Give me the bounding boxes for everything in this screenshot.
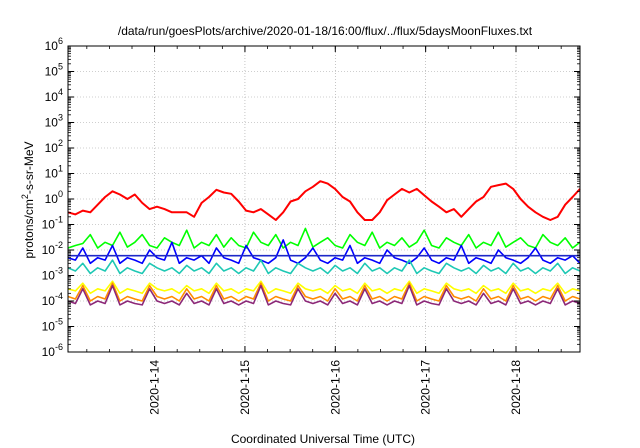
x-tick-label: 2020-1-15 xyxy=(238,360,252,415)
series-line-7 xyxy=(67,282,581,302)
series-line-8 xyxy=(67,284,581,306)
chart-title: /data/run/goesPlots/archive/2020-01-18/1… xyxy=(118,24,533,38)
y-tick-label: 100 xyxy=(45,189,63,206)
series-line-6 xyxy=(67,280,581,295)
x-tick-label: 2020-1-14 xyxy=(148,360,162,415)
y-tick-label: 101 xyxy=(45,164,63,181)
y-tick-label: 103 xyxy=(45,113,63,130)
y-tick-labels: 106 105 104 103 102 101 100 10-1 10-2 10-3 10-4 10-… xyxy=(42,36,63,359)
x-axis-label: Coordinated Universal Time (UTC) xyxy=(231,432,415,446)
y-tick-label: 10-6 xyxy=(42,342,63,359)
x-tick-label: 2020-1-17 xyxy=(419,360,433,415)
x-tick-label: 2020-1-16 xyxy=(328,360,342,415)
y-tick-label: 10-2 xyxy=(42,240,63,257)
y-tick-label: 10-5 xyxy=(42,317,63,334)
x-tick-labels: 2020-1-14 2020-1-15 2020-1-16 2020-1-17 2020… xyxy=(148,360,523,415)
y-tick-label: 105 xyxy=(45,62,63,79)
series-line-5 xyxy=(67,259,581,275)
y-tick-label: 10-3 xyxy=(42,266,63,283)
series-layer xyxy=(67,180,581,306)
y-tick-label: 10-4 xyxy=(42,291,63,308)
series-line-1 xyxy=(67,180,581,221)
y-tick-label: 102 xyxy=(45,138,63,155)
y-tick-label: 10-1 xyxy=(42,215,63,232)
x-tick-label: 2020-1-18 xyxy=(509,360,523,415)
plot-frame xyxy=(67,45,581,353)
y-tick-label: 106 xyxy=(45,36,63,53)
grid-lines xyxy=(68,45,580,353)
y-axis-label: protons/cm2-s-sr-MeV xyxy=(20,141,36,258)
y-tick-label: 104 xyxy=(45,87,63,104)
axes xyxy=(67,45,581,353)
series-line-3 xyxy=(67,239,581,265)
series-line-2 xyxy=(67,227,581,249)
